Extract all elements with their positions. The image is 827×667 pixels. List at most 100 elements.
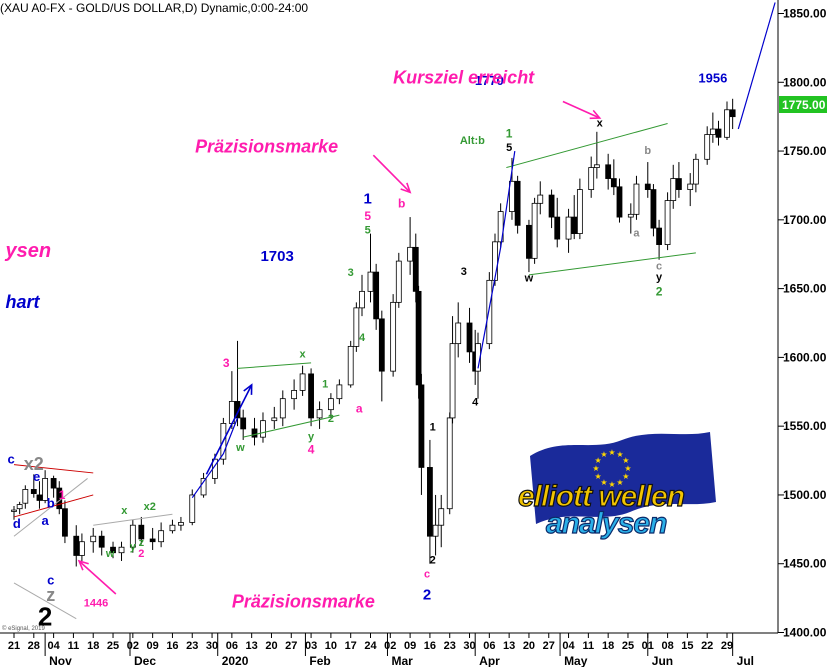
candle-body: [664, 200, 671, 245]
x-tick-label: 13: [246, 640, 258, 652]
channel-line: [528, 252, 696, 276]
x-tick-label: 25: [107, 640, 119, 652]
candle-body: [16, 504, 23, 510]
wave-label: 4: [359, 332, 366, 344]
wave-label: 1956: [698, 70, 727, 85]
wave-label: 4: [472, 397, 479, 409]
candle-body: [79, 541, 85, 556]
candle-body: [129, 524, 136, 548]
last-price-box: [779, 96, 827, 113]
candle-body: [291, 390, 298, 400]
candle-body: [656, 227, 662, 245]
star-icon: ★: [592, 464, 599, 473]
candle-body: [526, 224, 532, 259]
channel-line: [13, 464, 94, 474]
channel-line: [237, 362, 312, 369]
candle-body: [367, 271, 374, 292]
candle-body: [110, 546, 116, 554]
candle-body: [415, 290, 422, 386]
star-icon: ★: [608, 480, 615, 489]
x-month-label: May: [564, 654, 588, 667]
copyright-text: © eSignal, 2019: [2, 625, 45, 632]
x-tick-label: 16: [424, 640, 436, 652]
arrow-shaft: [78, 560, 117, 595]
star-icon: ★: [595, 472, 602, 481]
candle-body: [704, 134, 711, 160]
candle-body: [412, 246, 419, 292]
star-icon: ★: [600, 478, 607, 487]
candle-body: [709, 128, 716, 135]
wave-label: a: [633, 227, 640, 239]
candle-body: [627, 213, 634, 218]
y-tick-label: 1400.00: [783, 626, 827, 640]
arrow-head: [400, 182, 412, 194]
candle-body: [240, 417, 247, 430]
x-month-label: Mar: [391, 654, 413, 667]
channel-line: [93, 513, 173, 526]
wave-label: 5: [364, 209, 371, 223]
candle-body: [50, 478, 57, 489]
x-tick-label: 29: [721, 640, 733, 652]
channel-line: [506, 123, 668, 169]
wave-label: 2: [328, 413, 334, 425]
logo-line2: analysen: [546, 507, 667, 540]
candle-body: [537, 194, 544, 204]
overlay-text: Kursziel erreicht Präzisionsmarke Präzisio…: [5, 68, 536, 612]
x-tick-label: 13: [503, 640, 515, 652]
candle-body: [299, 373, 306, 391]
candle-body: [687, 183, 694, 190]
star-icon: ★: [600, 450, 607, 459]
star-icon: ★: [595, 456, 602, 465]
candle-body: [418, 384, 425, 468]
arrow-shaft: [205, 384, 253, 475]
wave-label: y: [308, 431, 315, 443]
flag-stars: ★★★★★★★★★ ★ ★★: [592, 448, 631, 489]
candle-body: [42, 478, 49, 501]
wave-label: y: [656, 271, 663, 283]
candle-body: [347, 345, 354, 386]
candle-body: [670, 178, 677, 201]
x-tick-label: 10: [325, 640, 337, 652]
caption-text: Präzisionsmarke: [195, 136, 338, 156]
wave-label: 2: [38, 602, 52, 632]
wave-label: c: [47, 572, 54, 587]
wave-label: w: [235, 442, 245, 454]
star-icon: ★: [616, 478, 623, 487]
trend-line: [191, 417, 239, 499]
candle-body: [308, 373, 314, 419]
candle-body: [715, 128, 722, 138]
candle-body: [200, 478, 207, 496]
candle-body: [359, 290, 365, 309]
wave-label: a: [356, 401, 363, 415]
x-tick-label: 16: [166, 640, 178, 652]
star-icon: ★: [622, 472, 629, 481]
candle-body: [692, 158, 699, 185]
x-month-label: Dec: [134, 654, 156, 667]
candle-body: [279, 398, 286, 419]
x-tick-label: 03: [305, 640, 317, 652]
candle-body: [724, 109, 730, 138]
wave-label: e: [33, 469, 40, 484]
y-tick-label: 1750.00: [783, 144, 827, 158]
candle-body: [251, 428, 258, 438]
x-tick-label: 30: [463, 640, 475, 652]
x-tick-label: 09: [147, 640, 159, 652]
wave-label: a: [42, 513, 50, 528]
candle-body: [189, 494, 196, 523]
candle-body: [353, 307, 360, 347]
candle-body: [390, 301, 397, 372]
x-tick-label: 20: [523, 640, 535, 652]
candle-body: [98, 535, 105, 548]
candle-body: [169, 524, 176, 532]
caption-text: Kursziel erreicht: [393, 68, 535, 88]
wave-label: 3: [348, 267, 354, 279]
candle-body: [149, 538, 156, 543]
x-month-label: Nov: [49, 654, 72, 667]
x-tick-label: 23: [186, 640, 198, 652]
candle-body: [336, 384, 343, 400]
wave-label: x: [300, 348, 307, 360]
wave-label: 1: [506, 126, 513, 140]
x-tick-label: 20: [265, 640, 277, 652]
